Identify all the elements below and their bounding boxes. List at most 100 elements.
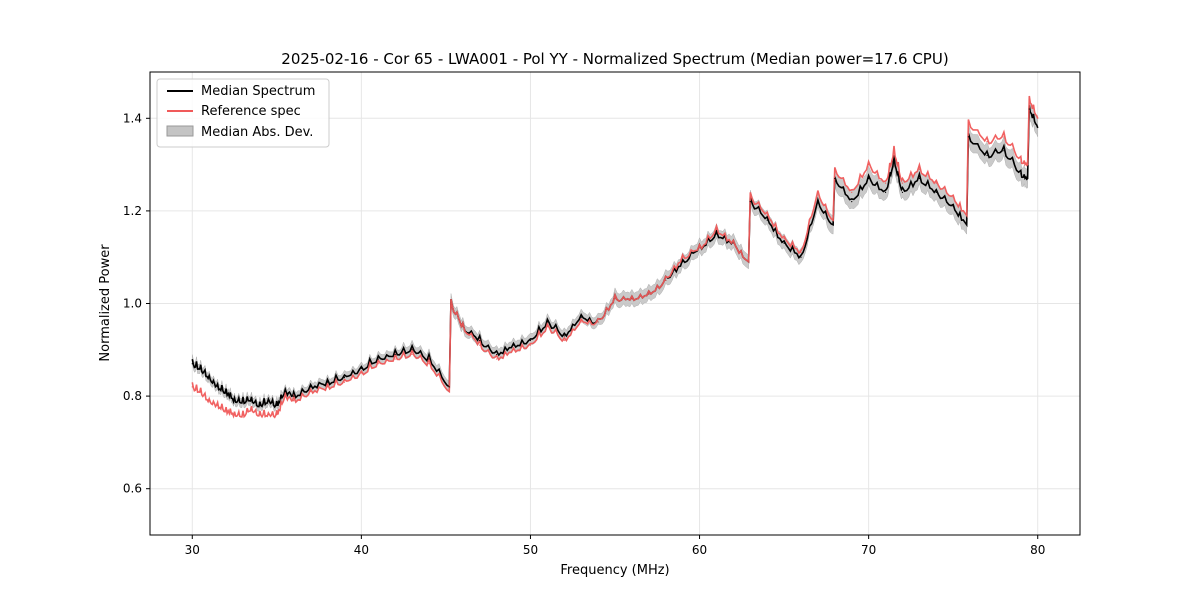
data-point-reference <box>901 182 904 184</box>
data-point-median <box>448 386 450 388</box>
data-point-median <box>868 177 870 180</box>
x-tick-label: 40 <box>354 543 369 557</box>
data-point-median <box>225 390 227 393</box>
data-point-median <box>343 376 346 379</box>
data-point-reference <box>343 381 346 383</box>
data-point-median <box>529 339 532 342</box>
y-tick-label: 0.6 <box>123 482 142 496</box>
data-point-median <box>884 191 887 193</box>
data-point-reference <box>783 238 785 240</box>
data-point-reference <box>893 150 895 152</box>
data-point-median <box>682 261 684 263</box>
data-point-median <box>267 400 269 402</box>
data-point-reference <box>462 326 464 328</box>
data-point-median <box>284 390 286 393</box>
legend: Median Spectrum Reference spec Median Ab… <box>156 78 330 148</box>
data-point-median <box>512 344 515 346</box>
x-tick-label: 50 <box>523 543 538 557</box>
y-axis-label: Normalized Power <box>98 244 113 362</box>
data-point-reference <box>749 196 751 198</box>
data-point-median <box>1037 126 1039 129</box>
data-point-median <box>394 353 396 356</box>
data-point-median <box>1020 173 1022 175</box>
data-point-reference <box>648 293 650 295</box>
data-point-median <box>893 159 895 161</box>
data-point-reference <box>698 247 701 249</box>
data-point-reference <box>884 182 887 184</box>
x-tick-label: 70 <box>861 543 876 557</box>
data-point-reference <box>747 261 750 263</box>
data-point-median <box>411 349 413 351</box>
data-point-reference <box>529 344 532 346</box>
x-tick-label: 30 <box>185 543 200 557</box>
data-point-median <box>217 386 219 388</box>
data-point-reference <box>259 414 261 416</box>
data-point-reference <box>614 298 616 300</box>
data-point-reference <box>952 196 954 198</box>
legend-label-reference: Reference spec <box>201 104 301 119</box>
data-point-median <box>783 242 785 244</box>
y-tick-label: 1.0 <box>123 297 142 311</box>
data-point-reference <box>868 164 870 166</box>
data-point-median <box>326 381 329 383</box>
data-point-median <box>1003 150 1005 152</box>
data-point-median <box>851 201 853 203</box>
data-point-reference <box>631 298 633 300</box>
data-point-median <box>966 224 968 226</box>
data-point-reference <box>966 214 968 217</box>
data-point-reference <box>1020 159 1022 161</box>
data-point-reference <box>1028 99 1030 101</box>
data-point-median <box>1026 177 1029 180</box>
data-point-reference <box>597 321 599 323</box>
data-point-median <box>817 201 819 203</box>
data-point-median <box>233 400 236 402</box>
series-line-median <box>191 105 1039 409</box>
data-point-reference <box>360 372 362 374</box>
data-point-reference <box>851 191 853 193</box>
data-point-reference <box>832 219 834 221</box>
legend-swatch-mad <box>166 125 194 137</box>
data-point-reference <box>665 279 667 281</box>
data-point-reference <box>817 191 819 193</box>
data-point-reference <box>715 228 718 231</box>
data-point-median <box>377 358 379 360</box>
data-point-median <box>360 367 362 369</box>
data-point-reference <box>967 122 970 124</box>
data-point-reference <box>546 326 548 328</box>
data-point-reference <box>682 256 684 258</box>
data-point-reference <box>1003 136 1005 138</box>
data-point-reference <box>766 214 768 217</box>
data-point-reference <box>293 400 295 402</box>
data-point-median <box>259 404 261 406</box>
data-point-reference <box>800 251 802 254</box>
data-point-median <box>250 400 253 402</box>
y-tick-label: 0.8 <box>123 389 142 403</box>
data-point-reference <box>276 414 278 416</box>
data-point-median <box>310 386 312 388</box>
data-point-reference <box>563 339 565 342</box>
chart-title: 2025-02-16 - Cor 65 - LWA001 - Pol YY - … <box>281 50 948 68</box>
data-point-reference <box>233 414 236 416</box>
data-point-median <box>952 205 954 207</box>
data-point-median <box>479 339 481 342</box>
data-point-reference <box>394 358 396 360</box>
data-point-reference <box>217 404 219 406</box>
x-tick-label: 60 <box>692 543 707 557</box>
data-point-median <box>428 358 430 360</box>
data-point-reference <box>986 140 988 143</box>
data-point-median <box>918 177 920 180</box>
series-line-reference <box>191 95 1039 419</box>
data-point-median <box>1028 108 1030 110</box>
data-point-reference <box>580 321 582 323</box>
data-point-median <box>832 224 834 226</box>
data-point-reference <box>242 414 244 416</box>
data-point-median <box>276 404 278 406</box>
series-lines <box>191 95 1039 419</box>
data-point-reference <box>512 349 515 351</box>
data-point-reference <box>225 409 227 411</box>
data-point-reference <box>310 390 312 393</box>
legend-box <box>156 78 330 148</box>
data-point-reference <box>191 386 193 388</box>
x-axis: 30 40 50 60 70 80 <box>185 535 1045 557</box>
data-point-median <box>986 154 988 156</box>
